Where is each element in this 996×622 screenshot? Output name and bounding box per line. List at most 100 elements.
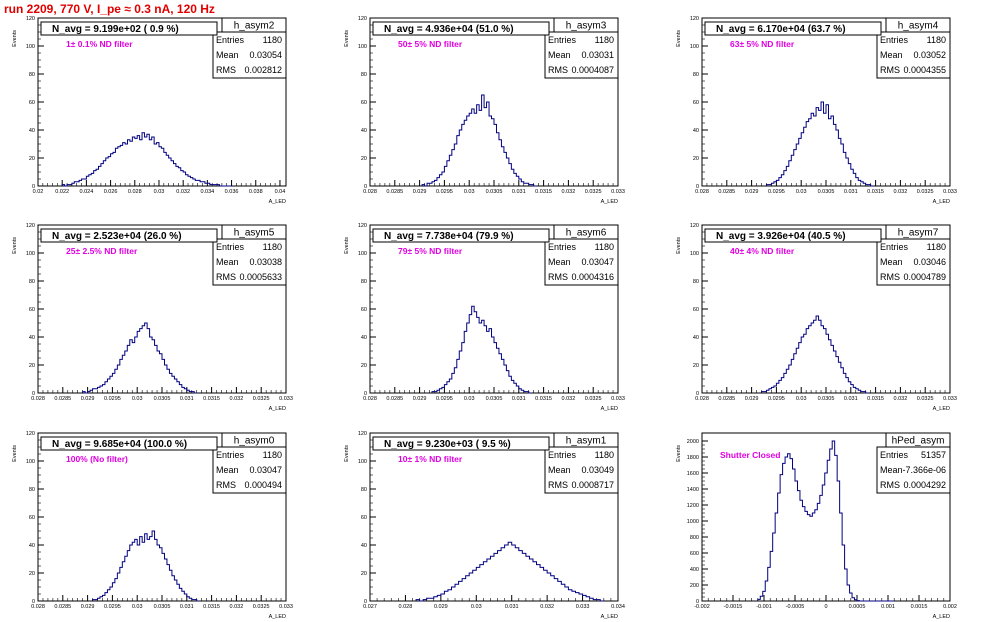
y-tick-label: 20 [361,156,367,162]
x-tick-label: 0.03 [132,604,143,610]
y-tick-label: 0 [32,599,35,605]
x-tick-label: 0.036 [225,189,239,195]
x-tick-label: 0.029 [413,189,427,195]
stats-value: 0.03046 [913,257,946,267]
x-axis-label: A_LED [601,614,618,620]
stats-label: RMS [880,65,900,75]
y-axis-label: Events [344,445,350,462]
stats-box: h_asym5 Entries 1180 Mean 0.03038 RMS 0.000563… [212,224,287,286]
stats-box: h_asym1 Entries 1180 Mean 0.03049 RMS 0.000871… [544,432,619,494]
panel-title-box [372,21,550,36]
y-tick-label: 20 [361,363,367,369]
y-tick-label: 20 [29,363,35,369]
x-tick-label: 0.029 [745,396,759,402]
histogram-name: h_asym1 [566,436,607,447]
stats-box-body [212,446,287,494]
y-tick-label: 60 [361,515,367,521]
histogram-panel-h_asym6: 0 20 40 60 80 100 120 0.028 0.0285 0.029 0.0295 0.0… [344,223,625,412]
x-tick-label: 0.0295 [436,189,453,195]
x-tick-label: 0.029 [434,604,448,610]
stats-label: Entries [548,450,577,460]
x-tick-label: 0.032 [562,396,576,402]
x-tick-label: 0.0285 [718,396,735,402]
histogram-panel-h_asym7: 0 20 40 60 80 100 120 0.028 0.0285 0.029 0.0295 0.0… [676,223,957,412]
x-tick-label: 0.029 [81,604,95,610]
x-tick-label: 0.0315 [535,189,552,195]
x-tick-label: 0.0305 [486,396,503,402]
panel-title-box [372,436,550,451]
x-tick-label: 0.0305 [154,604,171,610]
histogram-series [421,94,537,187]
x-tick-label: 0.0295 [104,396,121,402]
panel-title-box [704,228,882,243]
stats-label: RMS [880,272,900,282]
y-tick-label: 0 [696,391,699,397]
stats-box-body [544,238,619,286]
stats-value: 0.03047 [249,465,282,475]
x-tick-label: 0.028 [363,396,377,402]
x-tick-label: 0.032 [176,189,190,195]
x-tick-label: 0.0305 [154,396,171,402]
y-tick-label: 20 [693,363,699,369]
x-tick-label: 0.0315 [867,396,884,402]
histogram-series [765,101,874,187]
x-tick-label: 0.031 [180,604,194,610]
stats-label: Mean [548,50,571,60]
y-tick-label: 60 [361,100,367,106]
x-tick-label: 0.033 [943,396,957,402]
x-tick-label: 0.0285 [54,396,71,402]
x-tick-label: -0.002 [694,604,710,610]
y-tick-label: 40 [693,128,699,134]
histogram-name: h_asym0 [234,436,275,447]
x-tick-label: 0.031 [844,189,858,195]
stats-value: 0.03031 [581,50,614,60]
stats-value: 0.03038 [249,257,282,267]
y-tick-label: 200 [690,583,699,589]
y-tick-label: 1400 [687,487,699,493]
stats-label: Entries [880,242,909,252]
y-axis-label: Events [12,30,18,47]
y-tick-label: 2000 [687,439,699,445]
stats-box-body [212,31,287,79]
y-tick-label: 1200 [687,503,699,509]
x-tick-label: 0.0305 [486,189,503,195]
x-tick-label: 0.032 [540,604,554,610]
x-tick-label: 0.032 [894,189,908,195]
x-axis-label: A_LED [601,199,618,205]
x-tick-label: 0.033 [611,396,625,402]
stats-label: RMS [216,65,236,75]
y-axis-label: Events [676,30,682,47]
y-tick-label: 120 [358,16,367,22]
filter-annotation: 100% (No filter) [66,454,128,464]
x-tick-label: 0.0285 [54,604,71,610]
stats-value: 0.03052 [913,50,946,60]
y-tick-label: 80 [29,487,35,493]
x-axis-label: A_LED [933,614,950,620]
y-tick-label: 1000 [687,519,699,525]
stats-value: 0.03049 [581,465,614,475]
y-tick-label: 100 [26,44,35,50]
x-tick-label: 0.0315 [203,604,220,610]
filter-annotation: Shutter Closed [720,450,780,460]
x-tick-label: 0.0325 [585,189,602,195]
stats-value: 51357 [921,450,946,460]
x-tick-label: 0.029 [413,396,427,402]
histogram-series [431,305,532,394]
y-tick-label: 80 [693,72,699,78]
stats-label: Entries [216,450,245,460]
x-tick-label: 0.029 [745,189,759,195]
histogram-panel-h_asym3: 0 20 40 60 80 100 120 0.028 0.0285 0.029 0.0295 0.0… [344,16,625,205]
histogram-panel-h_asym5: 0 20 40 60 80 100 120 0.028 0.0285 0.029 0.0295 0.0… [12,223,293,412]
stats-box-body [876,31,951,79]
y-tick-label: 60 [29,100,35,106]
histogram-series [92,530,200,602]
x-tick-label: 0.031 [844,396,858,402]
stats-label: Entries [548,35,577,45]
stats-value: 0.0004087 [571,65,614,75]
y-tick-label: 600 [690,551,699,557]
x-tick-label: 0.028 [695,396,709,402]
histogram-panel-h_asym4: 0 20 40 60 80 100 120 0.028 0.0285 0.029 0.0295 0.0… [676,16,957,205]
x-tick-label: 0.0295 [768,396,785,402]
y-tick-label: 40 [29,335,35,341]
stats-value: 0.0004316 [571,272,614,282]
